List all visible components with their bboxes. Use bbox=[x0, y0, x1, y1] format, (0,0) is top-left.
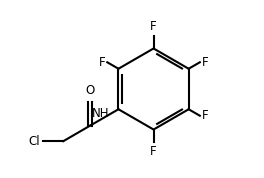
Text: F: F bbox=[202, 56, 209, 69]
Text: Cl: Cl bbox=[29, 135, 40, 148]
Text: F: F bbox=[150, 20, 157, 33]
Text: F: F bbox=[150, 145, 157, 158]
Text: NH: NH bbox=[92, 107, 109, 120]
Text: O: O bbox=[86, 84, 95, 97]
Text: F: F bbox=[202, 109, 209, 122]
Text: F: F bbox=[98, 56, 105, 69]
